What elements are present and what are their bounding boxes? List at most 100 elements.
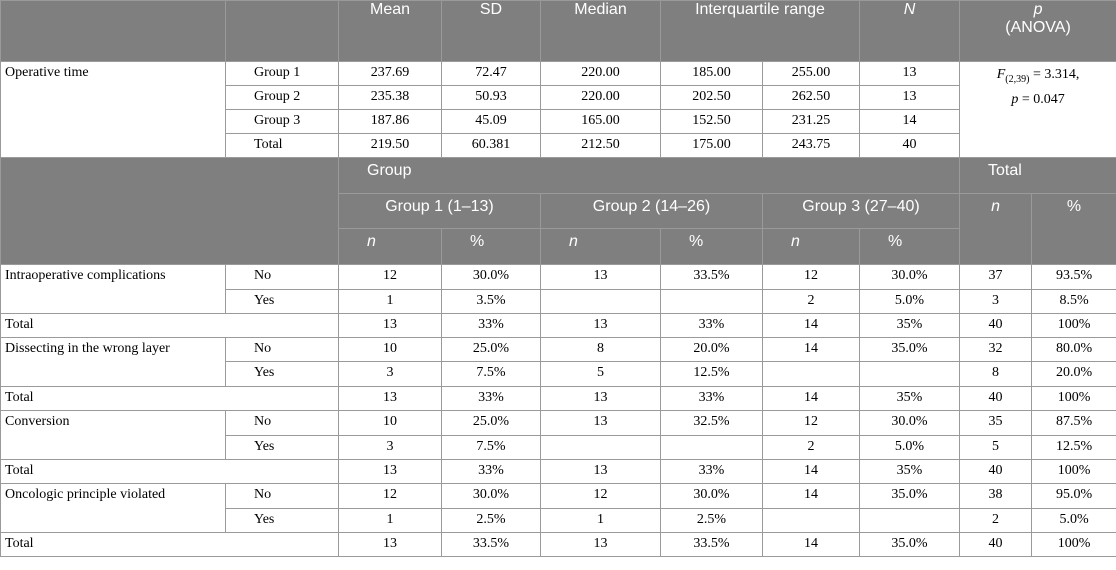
g1-pct-cell: 25.0% [441, 337, 541, 362]
total-n-cell: 5 [959, 435, 1033, 460]
mean-cell: 187.86 [338, 109, 442, 134]
header-pct: % [660, 228, 763, 265]
sd-cell: 72.47 [441, 61, 541, 86]
g1-n-cell: 10 [338, 337, 442, 362]
table-row: Dissecting in the wrong layer No 10 25.0… [0, 337, 1116, 387]
g1-n-cell: 3 [338, 361, 442, 387]
total-n-cell: 2 [959, 508, 1033, 533]
table-row: Yes 1 3.5% 2 5.0% 3 8.5% [1, 289, 1116, 314]
header-group-3: Group 3 (27–40) [761, 193, 961, 229]
n-cell: 40 [859, 133, 961, 158]
g2-pct-cell: 2.5% [660, 508, 763, 533]
g3-n-cell: 14 [761, 532, 861, 557]
total-pct-cell: 93.5% [1031, 264, 1116, 290]
g2-pct-cell [660, 289, 763, 314]
total-n-cell: 40 [959, 532, 1033, 557]
g2-pct-cell: 12.5% [660, 361, 763, 387]
p-value: = 0.047 [1018, 91, 1065, 107]
g2-pct-cell: 33.5% [660, 264, 763, 290]
header-total-pct: % [1031, 193, 1116, 265]
answer-label: No [225, 483, 339, 509]
header-n: n [761, 228, 861, 265]
answer-label: Yes [225, 361, 339, 387]
table-row-total: Total 13 33% 13 33% 14 35% 40 100% [0, 459, 1116, 484]
g3-n-cell [761, 508, 861, 533]
g3-n-cell: 14 [761, 313, 861, 338]
table-row: Operative time Group 1 237.69 72.47 220.… [0, 61, 1116, 158]
g1-n-cell: 13 [338, 459, 442, 484]
total-n-cell: 38 [959, 483, 1033, 509]
g1-pct-cell: 7.5% [441, 435, 541, 460]
g3-n-cell: 12 [761, 264, 861, 290]
total-n-cell: 3 [959, 289, 1033, 314]
section-label: Conversion [0, 410, 226, 460]
g3-pct-cell: 30.0% [859, 264, 961, 290]
g3-pct-cell: 35.0% [859, 483, 961, 509]
g2-n-cell: 13 [540, 313, 661, 338]
g3-n-cell: 2 [761, 435, 861, 460]
bottom-header-row: Group 1 (1–13) Group 2 (14–26) Group 3 (… [1, 193, 1116, 265]
total-pct-cell: 95.0% [1031, 483, 1116, 509]
group-label: Group 1 [225, 61, 339, 86]
results-table: Mean SD Median Interquartile range N p (… [0, 0, 1116, 557]
f-symbol: F [996, 67, 1006, 82]
n-cell: 13 [859, 61, 961, 86]
g2-n-cell [540, 289, 661, 314]
sd-cell: 50.93 [441, 85, 541, 110]
section-label: Oncologic principle violated [0, 483, 226, 533]
g2-pct-cell: 33% [660, 313, 763, 338]
g2-n-cell [540, 435, 661, 460]
top-header-row: Mean SD Median Interquartile range N p (… [0, 0, 1116, 62]
mean-cell: 237.69 [338, 61, 442, 86]
total-pct-cell: 5.0% [1031, 508, 1116, 533]
total-pct-cell: 100% [1031, 532, 1116, 557]
header-group: Group [337, 157, 961, 194]
g1-pct-cell: 33% [441, 459, 541, 484]
g1-pct-cell: 7.5% [441, 361, 541, 387]
g3-pct-cell [859, 508, 961, 533]
header-blank-cell [0, 157, 339, 265]
table-row: Oncologic principle violated No 12 30.0%… [0, 483, 1116, 533]
q1-cell: 202.50 [660, 85, 763, 110]
f-df: (2,39) [1005, 73, 1030, 85]
total-pct-cell: 100% [1031, 386, 1116, 411]
g1-pct-cell: 33.5% [441, 532, 541, 557]
table-row: Yes 3 7.5% 2 5.0% 5 12.5% [1, 435, 1116, 460]
table-row: Yes 1 2.5% 1 2.5% 2 5.0% [1, 508, 1116, 533]
q1-cell: 185.00 [660, 61, 763, 86]
g1-pct-cell: 3.5% [441, 289, 541, 314]
g2-n-cell: 8 [540, 337, 661, 362]
g3-n-cell: 14 [761, 386, 861, 411]
g2-n-cell: 13 [540, 264, 661, 290]
g3-pct-cell [859, 361, 961, 387]
f-value: = 3.314, [1029, 67, 1080, 82]
header-group-1: Group 1 (1–13) [338, 193, 541, 229]
group-label: Total [225, 133, 339, 158]
header-pct: % [441, 228, 541, 265]
g1-n-cell: 1 [338, 508, 442, 533]
q3-cell: 255.00 [761, 61, 861, 86]
answer-label: Yes [225, 289, 339, 314]
g2-n-cell: 13 [540, 459, 661, 484]
g2-pct-cell [660, 435, 763, 460]
answer-label: No [225, 264, 339, 290]
table-row: Group 2 235.38 50.93 220.00 202.50 262.5… [1, 85, 1116, 110]
section-label: Dissecting in the wrong layer [0, 337, 226, 387]
g3-pct-cell: 35% [859, 313, 961, 338]
n-cell: 13 [859, 85, 961, 110]
g3-n-cell: 14 [761, 459, 861, 484]
header-median: Median [540, 0, 661, 62]
total-pct-cell: 87.5% [1031, 410, 1116, 436]
variable-label: Operative time [0, 61, 226, 158]
bottom-header-row: Group Total [0, 157, 1116, 265]
total-n-cell: 40 [959, 313, 1033, 338]
answer-label: No [225, 410, 339, 436]
g1-pct-cell: 25.0% [441, 410, 541, 436]
header-sd: SD [441, 0, 541, 62]
g3-pct-cell: 5.0% [859, 289, 961, 314]
q3-cell: 262.50 [761, 85, 861, 110]
table-row: Intraoperative complications No 12 30.0%… [0, 264, 1116, 314]
total-pct-cell: 80.0% [1031, 337, 1116, 362]
bottom-header-row: n % n % n % [1, 228, 1116, 265]
